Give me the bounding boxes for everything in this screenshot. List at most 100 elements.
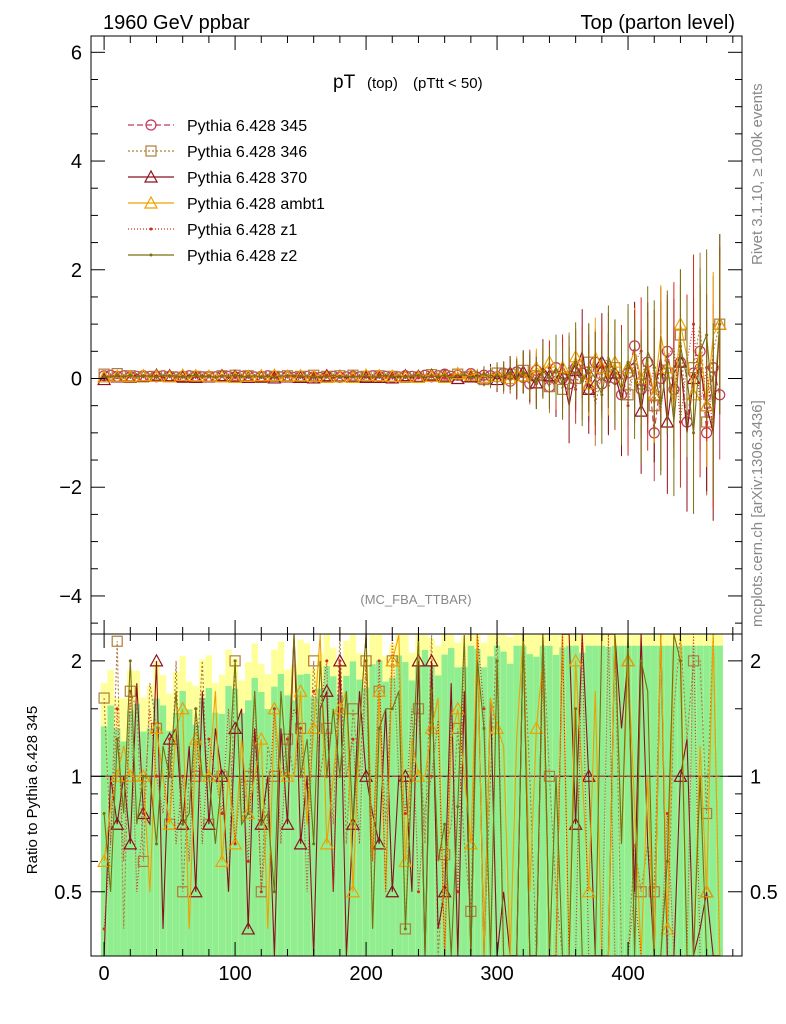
ratio-ytick-label: 2 <box>71 651 82 673</box>
ratio-band-inner <box>284 695 291 956</box>
ratio-point <box>424 653 439 667</box>
ratio-band-inner <box>107 705 114 956</box>
ratio-point <box>233 842 237 846</box>
ratio-band-inner <box>539 645 547 956</box>
ratio-band-inner <box>140 731 147 956</box>
legend-entry: Pythia 6.428 370 <box>128 169 307 187</box>
main-point <box>443 373 447 377</box>
ratio-point <box>220 774 224 778</box>
ratio-band-inner <box>474 649 481 956</box>
ratio-point <box>124 685 136 697</box>
main-point <box>319 368 334 382</box>
main-point <box>377 374 381 378</box>
main-series-line <box>104 324 721 433</box>
rivet-label: Rivet 3.1.10, ≥ 100k events <box>749 83 766 265</box>
ratio-band-inner <box>467 645 475 956</box>
main-point <box>111 367 123 380</box>
main-point <box>469 375 473 379</box>
main-point <box>128 373 132 377</box>
ratio-point <box>385 884 400 898</box>
ratio-point <box>241 921 256 935</box>
ratio-point <box>299 726 303 730</box>
ratio-band-inner <box>690 645 697 956</box>
main-point <box>364 374 368 378</box>
ratio-point <box>390 707 394 711</box>
main-series <box>98 291 726 495</box>
main-point <box>430 374 434 378</box>
ratio-band-inner <box>199 698 206 956</box>
ratio-band-inner <box>153 698 160 956</box>
ratio-band-inner <box>264 709 272 956</box>
ratio-point <box>293 683 308 697</box>
ratio-point <box>285 737 289 741</box>
main-point <box>692 322 696 326</box>
ratio-band-inner <box>238 713 245 956</box>
main-point <box>259 375 263 379</box>
ratio-band-inner <box>271 686 278 956</box>
main-point <box>456 374 460 378</box>
main-point <box>450 371 465 385</box>
ratio-band-inner <box>192 724 199 956</box>
legend-label: Pythia 6.428 z2 <box>187 248 297 265</box>
ratio-ytick-label: 0.5 <box>54 882 82 904</box>
main-point <box>175 367 190 381</box>
ratio-band-inner <box>428 665 435 956</box>
main-point <box>443 375 447 379</box>
ratio-point <box>482 707 486 711</box>
ratio-band-inner <box>683 645 691 956</box>
ratio-point <box>149 721 164 734</box>
ratio-xtick-label: 300 <box>480 963 513 985</box>
ratio-point <box>175 701 190 715</box>
main-point <box>385 370 400 384</box>
ratio-band-inner <box>389 677 396 956</box>
ratio-band-inner <box>513 645 520 956</box>
ratio-point <box>115 707 119 711</box>
main-point <box>718 322 722 326</box>
ratio-point <box>293 836 308 850</box>
ratio-point <box>456 805 460 809</box>
ratio-band-inner <box>716 645 723 956</box>
ratio-band-inner <box>644 645 651 956</box>
main-point <box>267 367 282 381</box>
ratio-point <box>154 842 158 846</box>
ratio-band-inner <box>670 645 678 956</box>
ratio-point <box>194 707 198 711</box>
ratio-band-inner <box>578 652 586 956</box>
main-point <box>299 375 303 379</box>
ratio-band-inner <box>113 728 121 956</box>
main-point <box>136 368 151 382</box>
ratio-point <box>110 816 125 830</box>
ratio-point <box>241 806 256 820</box>
ratio-band-inner <box>317 688 324 956</box>
main-point <box>272 373 276 377</box>
plot-title: pT (top) (pTtt < 50) <box>333 72 483 93</box>
ratio-point <box>220 811 224 815</box>
ratio-band-inner <box>598 645 606 956</box>
legend-marker <box>149 227 153 231</box>
watermark: (MC_FBA_TTBAR) <box>360 592 471 607</box>
ratio-point <box>123 769 138 782</box>
ratio-point <box>443 822 447 826</box>
ratio-point <box>699 884 714 898</box>
main-point <box>207 374 211 378</box>
main-ytick-label: −2 <box>59 477 82 499</box>
ratio-band-inner <box>500 651 507 956</box>
main-point <box>293 368 308 382</box>
legend-marker <box>143 195 159 209</box>
ratio-point <box>259 890 263 894</box>
legend-marker <box>145 119 157 131</box>
ratio-band-inner <box>565 645 573 956</box>
ratio-band-inner <box>434 675 442 956</box>
ratio-point <box>621 653 636 667</box>
legend-marker <box>145 145 157 157</box>
ratio-band-inner <box>402 662 409 956</box>
main-point <box>476 370 491 384</box>
ratio-point <box>665 811 669 815</box>
main-point <box>403 375 407 379</box>
ratio-point <box>482 726 486 730</box>
ratio-point <box>254 731 269 745</box>
ratio-ylabel: Ratio to Pythia 6.428 345 <box>24 706 41 874</box>
title-cut: (pTtt < 50) <box>413 75 483 92</box>
ratio-point <box>228 836 243 850</box>
